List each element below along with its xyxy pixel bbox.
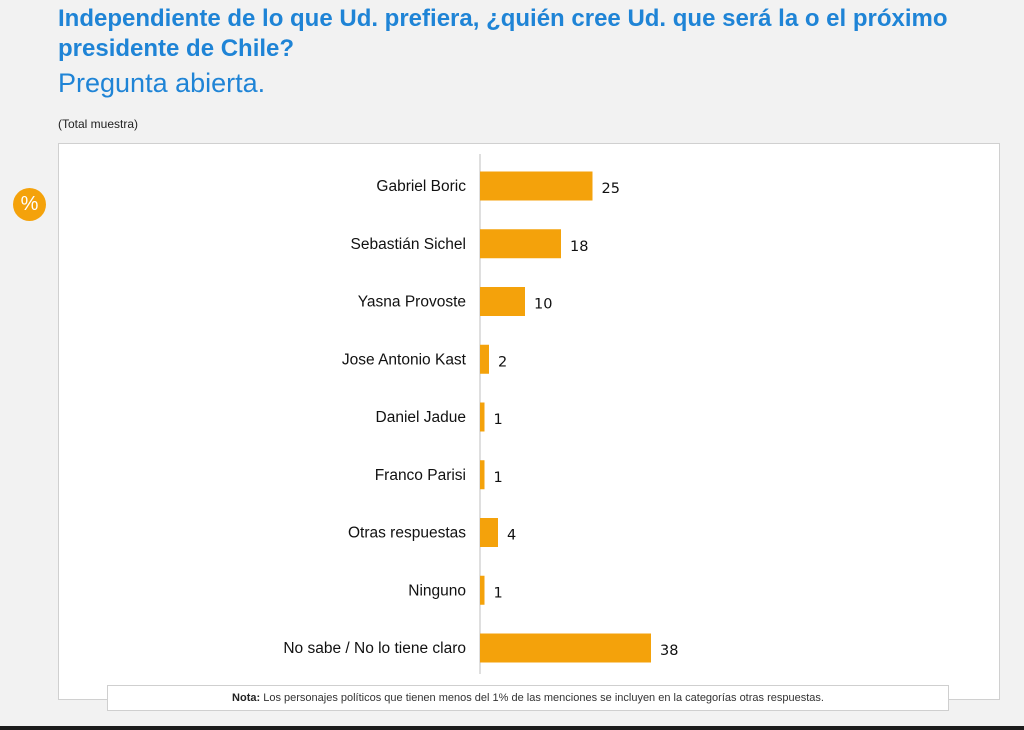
category-label: Daniel Jadue: [376, 409, 466, 426]
bar: [480, 171, 593, 201]
bar: [480, 287, 525, 316]
category-label: Otras respuestas: [348, 525, 466, 542]
bottom-bar: [0, 726, 1024, 730]
data-label: 1: [494, 585, 503, 601]
category-label: Gabriel Boric: [376, 178, 466, 195]
category-label: No sabe / No lo tiene claro: [283, 640, 466, 657]
bar: [480, 518, 498, 547]
data-label: 1: [494, 412, 503, 428]
page-title: Independiente de lo que Ud. prefiera, ¿q…: [58, 4, 958, 64]
chart-panel: Gabriel Boric 25 Sebastián Sichel 18 Yasna P…: [58, 143, 1000, 700]
category-label: Ninguno: [408, 582, 466, 599]
title-text: Independiente de lo que Ud. prefiera, ¿q…: [58, 5, 948, 62]
category-label: Yasna Provoste: [358, 294, 466, 311]
bar-chart: Gabriel Boric 25 Sebastián Sichel 18 Yasna P…: [283, 154, 678, 674]
bar: [480, 633, 651, 663]
data-label: 4: [507, 528, 516, 544]
bar: [480, 460, 485, 490]
page-subtitle: Pregunta abierta.: [58, 68, 266, 98]
category-label: Jose Antonio Kast: [342, 351, 467, 368]
data-label: 25: [602, 181, 620, 197]
data-label: 10: [534, 297, 552, 313]
footnote-text: Los personajes políticos que tienen meno…: [263, 692, 824, 704]
category-label: Sebastián Sichel: [351, 236, 466, 253]
data-label: 38: [660, 643, 678, 659]
bar: [480, 402, 485, 432]
bar: [480, 575, 485, 605]
category-label: Franco Parisi: [375, 467, 466, 484]
data-label: 2: [498, 354, 507, 370]
data-label: 18: [570, 239, 588, 255]
footnote: Nota: Los personajes políticos que tiene…: [107, 685, 949, 711]
bar: [480, 229, 561, 259]
sample-label: (Total muestra): [58, 117, 139, 131]
data-label: 1: [494, 470, 503, 486]
percent-badge-icon: %: [13, 188, 46, 221]
bar: [480, 344, 489, 374]
footnote-label: Nota:: [232, 692, 261, 704]
